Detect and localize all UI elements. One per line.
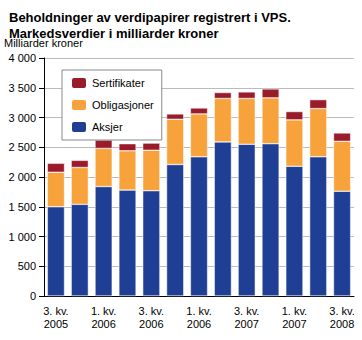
svg-text:Sertifikater: Sertifikater — [92, 77, 145, 89]
svg-text:1 000: 1 000 — [8, 231, 36, 243]
svg-text:3 000: 3 000 — [8, 112, 36, 124]
svg-text:3. kv.: 3. kv. — [43, 305, 68, 317]
svg-text:2006: 2006 — [187, 318, 211, 330]
svg-text:Aksjer: Aksjer — [92, 121, 123, 133]
svg-text:500: 500 — [18, 260, 36, 272]
svg-text:2 000: 2 000 — [8, 171, 36, 183]
svg-text:Beholdninger av verdipapirer r: Beholdninger av verdipapirer registrert … — [9, 10, 291, 25]
svg-text:1. kv.: 1. kv. — [186, 305, 211, 317]
svg-text:2008: 2008 — [330, 318, 354, 330]
svg-text:1. kv.: 1. kv. — [91, 305, 116, 317]
svg-text:3. kv.: 3. kv. — [329, 305, 354, 317]
svg-text:2006: 2006 — [139, 318, 163, 330]
svg-text:4 000: 4 000 — [8, 52, 36, 64]
svg-text:2 500: 2 500 — [8, 141, 36, 153]
svg-text:3 500: 3 500 — [8, 82, 36, 94]
svg-text:2005: 2005 — [44, 318, 68, 330]
svg-text:0: 0 — [30, 290, 36, 302]
svg-text:1 500: 1 500 — [8, 201, 36, 213]
svg-text:Milliarder kroner: Milliarder kroner — [4, 36, 83, 49]
svg-text:2007: 2007 — [234, 318, 258, 330]
svg-text:Markedsverdier i milliarder kr: Markedsverdier i milliarder kroner — [9, 26, 219, 41]
svg-text:2007: 2007 — [282, 318, 306, 330]
svg-text:3. kv.: 3. kv. — [139, 305, 164, 317]
svg-text:1. kv.: 1. kv. — [282, 305, 307, 317]
svg-text:3. kv.: 3. kv. — [234, 305, 259, 317]
svg-text:2006: 2006 — [91, 318, 115, 330]
svg-text:Obligasjoner: Obligasjoner — [92, 99, 154, 111]
